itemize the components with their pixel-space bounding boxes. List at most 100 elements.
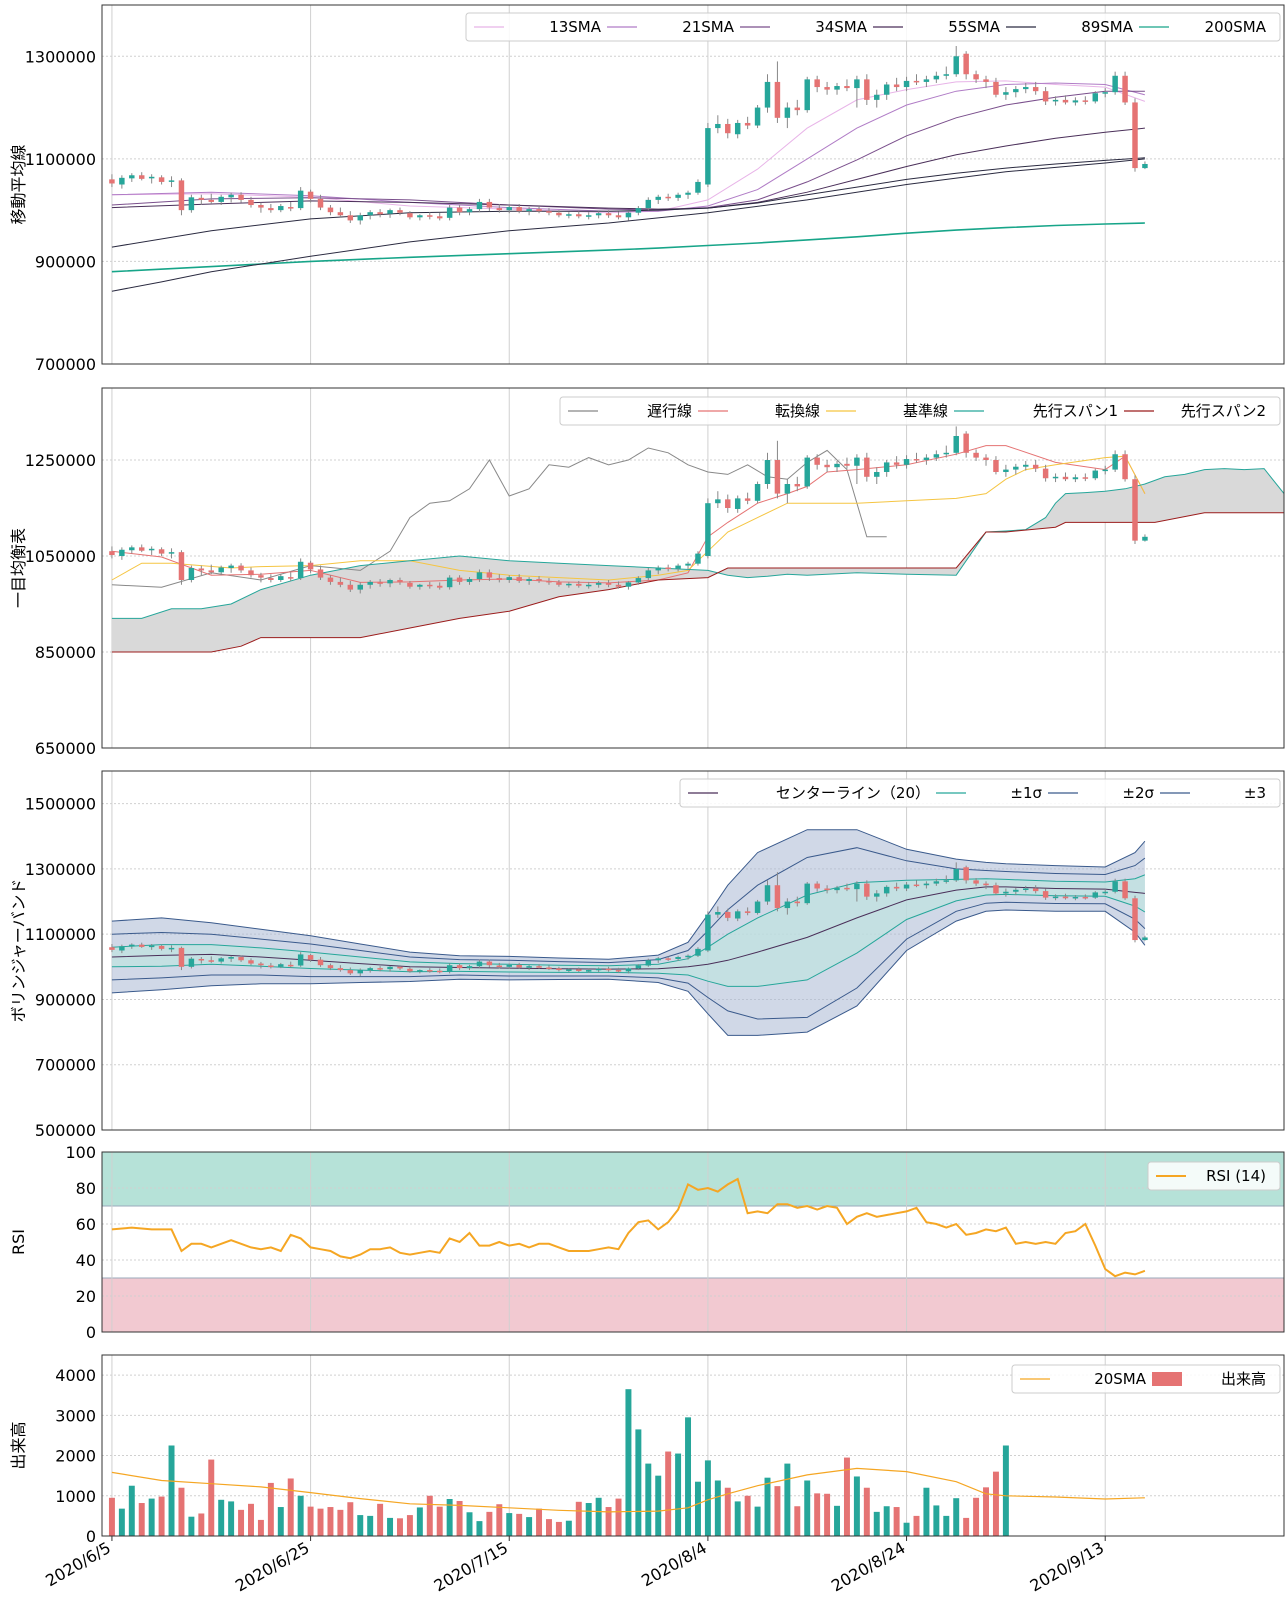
candle-body [397,966,403,969]
candle-body [446,207,453,218]
x-tick-label: 2020/8/24 [828,1538,909,1595]
y-tick-label: 1050000 [25,547,96,566]
volume-sma-line [111,1467,1145,1513]
candle-body [466,966,473,969]
candle-body [367,212,373,216]
volume-bar [992,1471,999,1536]
candle-body [218,958,224,962]
candle-body [496,578,503,580]
panel-bollinger: 500000 700000 900000 1100000 1300000 1500000 ボ… [9,770,1285,1140]
candle-body [129,944,135,947]
volume-bar [307,1506,314,1536]
candle-body [387,580,393,584]
volume-bar [406,1515,413,1536]
candle-body [625,212,632,218]
volume-bar [297,1495,304,1536]
candle-body [436,970,443,973]
candle-body [109,179,115,184]
panel-frame [101,4,1285,365]
panel-frame [101,387,1285,749]
candle-body [854,79,860,89]
candle-body [1032,87,1039,92]
candle-body [784,901,791,909]
candle-body [307,191,314,199]
candle-body [1052,896,1059,899]
candle-body [1132,102,1138,169]
volume-bar [198,1513,205,1536]
volume-bar [923,1487,930,1536]
candle-body [208,199,214,202]
candle-body [605,582,612,585]
candle-body [1023,464,1029,467]
candle-body [556,582,562,585]
candle-body [158,549,165,554]
candle-body [258,205,264,208]
candle-body [138,547,145,551]
panel-frame [101,1151,1285,1333]
x-tick-label: 2020/8/4 [638,1538,710,1590]
candle-body [1122,881,1128,899]
candle-body [327,577,334,582]
candle-body [1082,896,1089,899]
candle-body [903,884,910,889]
candle-body [993,460,999,472]
y-tick-label: 900000 [35,990,96,1009]
candle-body [665,567,671,570]
candle-body [1092,892,1099,898]
volume-bar [645,1463,652,1536]
candle-body [705,503,711,556]
candle-body [784,484,791,494]
candle-body [148,176,155,179]
y-tick-label: 20 [76,1287,96,1306]
candle-body [148,945,155,948]
candle-body [556,212,562,216]
x-tick-label: 2020/6/5 [42,1538,114,1590]
candle-body [923,79,930,82]
candle-body [476,961,483,967]
candle-body [605,968,612,971]
candle-body [595,213,602,216]
candle-body [933,454,940,458]
candle-body [327,207,334,213]
volume-bar [397,1518,403,1536]
candle-body [1112,454,1118,470]
candle-body [198,197,205,200]
volume-bar [933,1505,940,1536]
candle-body [883,462,890,472]
candle-body [725,123,731,134]
candle-body [645,570,652,579]
legend-label: ±1σ [1010,784,1042,802]
volume-bar [516,1513,523,1536]
series-line [111,901,1146,1020]
volume-bar [466,1512,473,1536]
volume-bar [734,1501,741,1536]
candle-body [963,433,969,453]
volume-bar [883,1506,890,1536]
y-tick-label: 1100000 [25,925,96,944]
candle-body [834,887,840,891]
volume-bar [704,1460,711,1536]
candle-body [109,947,115,950]
volume-bar [168,1445,175,1536]
volume-bar [685,1417,692,1536]
candle-body [1102,469,1108,472]
candle-body [695,181,701,193]
candle-body [615,215,622,218]
candle-body [635,208,642,213]
candle-body [198,568,205,571]
volume-bar [178,1487,185,1536]
candle-body [824,87,830,90]
candle-body [178,552,185,580]
panel-ichimoku: 650000 850000 1050000 1250000 一目均衡表 遅行線 転換線 基準線… [9,387,1285,758]
candle-body [566,969,572,971]
candle-body [804,457,810,487]
volume-bar [665,1451,672,1536]
candle-body [685,955,691,958]
candle-body [1092,93,1099,102]
candle-body [1142,937,1148,941]
candle-body [893,462,900,465]
candle-body [248,960,254,964]
volume-bar [754,1506,761,1536]
volume-bar [138,1503,145,1536]
candle-body [615,970,622,972]
